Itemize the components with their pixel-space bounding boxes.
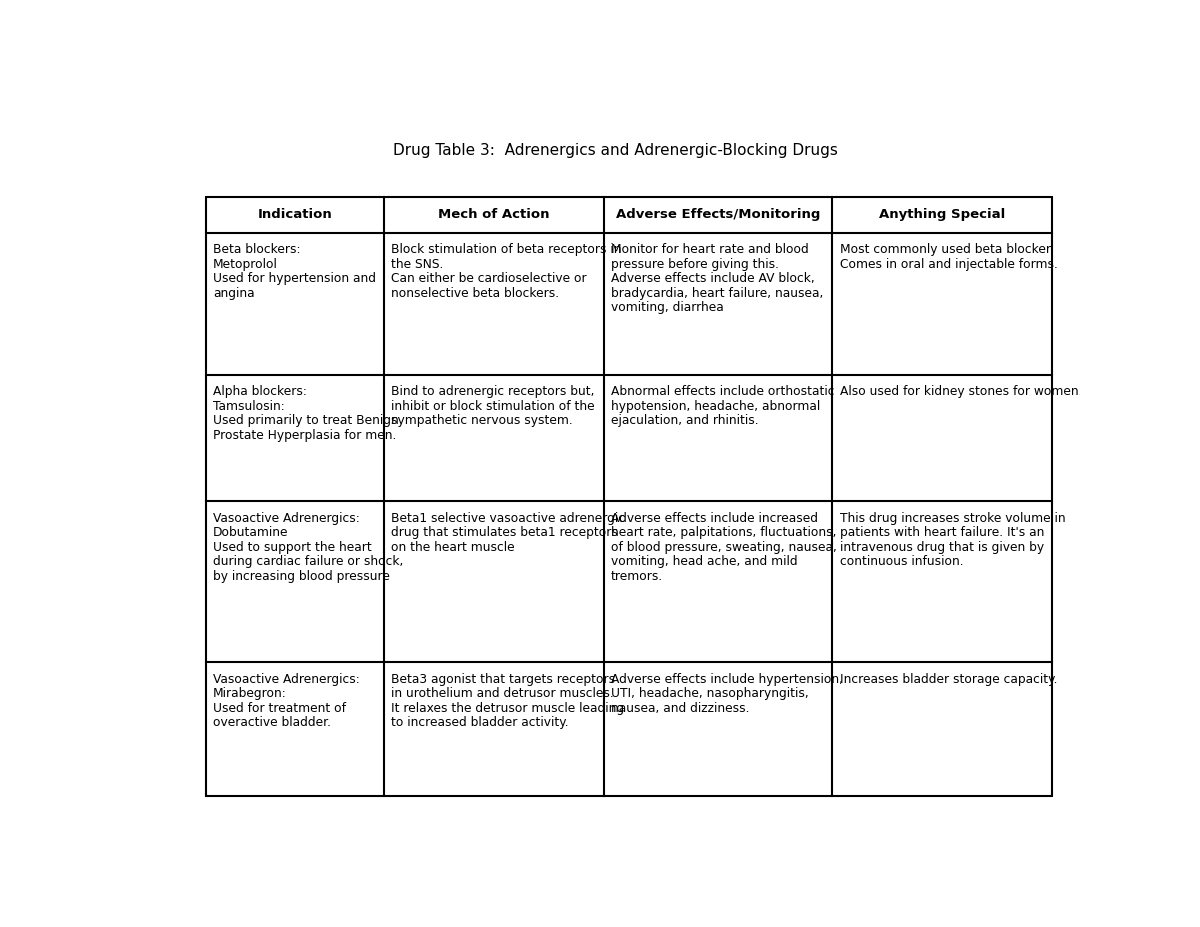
Text: by increasing blood pressure: by increasing blood pressure — [214, 569, 390, 582]
Text: It relaxes the detrusor muscle leading: It relaxes the detrusor muscle leading — [391, 702, 624, 715]
Text: Used to support the heart: Used to support the heart — [214, 540, 372, 553]
Text: Indication: Indication — [257, 209, 332, 222]
Text: Tamsulosin:: Tamsulosin: — [214, 400, 284, 413]
Text: Beta blockers:: Beta blockers: — [214, 243, 301, 256]
Text: Adverse effects include AV block,: Adverse effects include AV block, — [611, 273, 815, 286]
Text: Drug Table 3:  Adrenergics and Adrenergic-Blocking Drugs: Drug Table 3: Adrenergics and Adrenergic… — [392, 143, 838, 158]
Text: Adverse effects include hypertension,: Adverse effects include hypertension, — [611, 673, 844, 686]
Text: UTI, headache, nasopharyngitis,: UTI, headache, nasopharyngitis, — [611, 687, 809, 701]
Text: in urothelium and detrusor muscles.: in urothelium and detrusor muscles. — [391, 687, 613, 701]
Text: the SNS.: the SNS. — [391, 258, 443, 271]
Text: pressure before giving this.: pressure before giving this. — [611, 258, 779, 271]
Text: vomiting, diarrhea: vomiting, diarrhea — [611, 301, 724, 314]
Text: Mirabegron:: Mirabegron: — [214, 687, 287, 701]
Text: Metoprolol: Metoprolol — [214, 258, 278, 271]
Text: Monitor for heart rate and blood: Monitor for heart rate and blood — [611, 243, 809, 256]
Text: hypotension, headache, abnormal: hypotension, headache, abnormal — [611, 400, 821, 413]
Text: on the heart muscle: on the heart muscle — [391, 540, 515, 553]
Text: nonselective beta blockers.: nonselective beta blockers. — [391, 286, 559, 299]
Text: inhibit or block stimulation of the: inhibit or block stimulation of the — [391, 400, 594, 413]
Text: ejaculation, and rhinitis.: ejaculation, and rhinitis. — [611, 414, 758, 427]
Text: Can either be cardioselective or: Can either be cardioselective or — [391, 273, 587, 286]
Text: patients with heart failure. It's an: patients with heart failure. It's an — [840, 527, 1044, 540]
Text: vomiting, head ache, and mild: vomiting, head ache, and mild — [611, 555, 798, 568]
Text: This drug increases stroke volume in: This drug increases stroke volume in — [840, 512, 1066, 525]
Text: overactive bladder.: overactive bladder. — [214, 717, 331, 730]
Text: Vasoactive Adrenergics:: Vasoactive Adrenergics: — [214, 512, 360, 525]
Text: Dobutamine: Dobutamine — [214, 527, 289, 540]
Text: Block stimulation of beta receptors in: Block stimulation of beta receptors in — [391, 243, 622, 256]
Text: Beta1 selective vasoactive adrenergic: Beta1 selective vasoactive adrenergic — [391, 512, 625, 525]
Text: Vasoactive Adrenergics:: Vasoactive Adrenergics: — [214, 673, 360, 686]
Text: Adverse Effects/Monitoring: Adverse Effects/Monitoring — [616, 209, 820, 222]
Text: tremors.: tremors. — [611, 569, 664, 582]
Text: Also used for kidney stones for women.: Also used for kidney stones for women. — [840, 386, 1082, 399]
Text: Used for hypertension and: Used for hypertension and — [214, 273, 377, 286]
Text: Prostate Hyperplasia for men.: Prostate Hyperplasia for men. — [214, 428, 397, 441]
Text: drug that stimulates beta1 receptors: drug that stimulates beta1 receptors — [391, 527, 618, 540]
Text: Comes in oral and injectable forms.: Comes in oral and injectable forms. — [840, 258, 1057, 271]
Text: Beta3 agonist that targets receptors: Beta3 agonist that targets receptors — [391, 673, 616, 686]
Text: during cardiac failure or shock,: during cardiac failure or shock, — [214, 555, 403, 568]
Text: Abnormal effects include orthostatic: Abnormal effects include orthostatic — [611, 386, 834, 399]
Text: sympathetic nervous system.: sympathetic nervous system. — [391, 414, 572, 427]
Text: Mech of Action: Mech of Action — [438, 209, 550, 222]
Text: Used for treatment of: Used for treatment of — [214, 702, 347, 715]
Text: Increases bladder storage capacity.: Increases bladder storage capacity. — [840, 673, 1057, 686]
Text: continuous infusion.: continuous infusion. — [840, 555, 964, 568]
Text: Adverse effects include increased: Adverse effects include increased — [611, 512, 818, 525]
Text: intravenous drug that is given by: intravenous drug that is given by — [840, 540, 1044, 553]
Text: Alpha blockers:: Alpha blockers: — [214, 386, 307, 399]
Text: nausea, and dizziness.: nausea, and dizziness. — [611, 702, 750, 715]
Text: Bind to adrenergic receptors but,: Bind to adrenergic receptors but, — [391, 386, 594, 399]
Text: bradycardia, heart failure, nausea,: bradycardia, heart failure, nausea, — [611, 286, 823, 299]
Text: Used primarily to treat Benign: Used primarily to treat Benign — [214, 414, 398, 427]
Text: Most commonly used beta blocker: Most commonly used beta blocker — [840, 243, 1050, 256]
Text: Anything Special: Anything Special — [878, 209, 1006, 222]
Bar — [206, 197, 1052, 796]
Text: to increased bladder activity.: to increased bladder activity. — [391, 717, 569, 730]
Text: angina: angina — [214, 286, 254, 299]
Text: heart rate, palpitations, fluctuations,: heart rate, palpitations, fluctuations, — [611, 527, 836, 540]
Text: of blood pressure, sweating, nausea,: of blood pressure, sweating, nausea, — [611, 540, 836, 553]
